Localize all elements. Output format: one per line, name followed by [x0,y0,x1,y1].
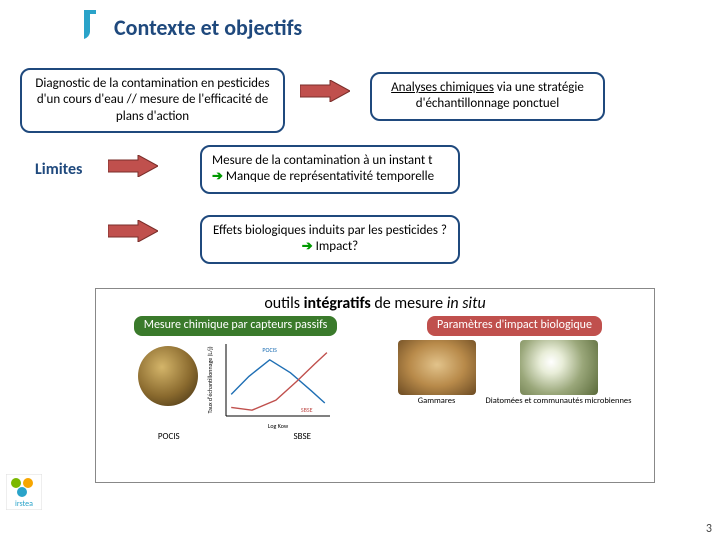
diatomees-caption: Diatomées et communautés microbiennes [486,397,632,406]
bp-title-ital: in situ [447,294,486,313]
sample-photo-icon [138,346,198,406]
right-col-header: Paramètres d'impact biologique [427,316,602,336]
bp-title-bold: intégratifs [304,294,371,313]
box-effets-pre: Effets biologiques induits par les pesti… [213,223,447,238]
bottom-panel: outils intégratifs de mesure in situ Mes… [95,288,655,483]
bottom-col-right: Paramètres d'impact biologique Gammares … [375,316,654,474]
arrow-glyph-icon: ➔ [212,169,223,184]
gammares-caption: Gammares [418,397,456,406]
box-analyses-underlined: Analyses chimiques [391,80,494,95]
box-effets: Effets biologiques induits par les pesti… [200,215,460,264]
sampling-rate-chart: POCIS SBSE Taux d'échantillonnage (L/j) Log… [204,340,334,430]
limites-label: Limites [35,160,82,179]
svg-text:irstea: irstea [15,499,33,509]
right-item-gammares: Gammares [398,340,476,406]
sublabel-sbse: SBSE [236,431,370,442]
block-arrow-icon [108,220,158,242]
bp-title-part2: de mesure [371,294,447,313]
box-effets-post: Impact? [313,239,359,254]
bottom-col-left: Mesure chimique par capteurs passifs POC… [96,316,375,474]
left-col-header: Mesure chimique par capteurs passifs [134,316,338,336]
svg-text:SBSE: SBSE [300,406,312,414]
svg-text:Log Kow: Log Kow [267,422,288,430]
block-arrow-icon [300,80,350,102]
bp-title-part1: outils [264,294,303,313]
box-diagnostic-text: Diagnostic de la contamination en pestic… [35,76,269,124]
sublabel-pocis: POCIS [102,431,236,442]
svg-text:Taux d'échantillonnage (L/j): Taux d'échantillonnage (L/j) [206,346,214,413]
gammares-photo-icon [398,340,476,395]
brand-mark-icon [78,8,108,44]
irstea-logo-icon: irstea [6,474,42,510]
svg-text:POCIS: POCIS [262,346,277,354]
page-number: 3 [706,522,712,536]
box-diagnostic: Diagnostic de la contamination en pestic… [20,68,285,133]
box-mesure: Mesure de la contamination à un instant … [200,145,460,194]
diatomees-photo-icon [520,340,598,395]
block-arrow-icon [108,155,158,177]
box-mesure-line2: Manque de représentativité temporelle [223,169,434,184]
box-mesure-line1: Mesure de la contamination à un instant … [212,153,433,168]
page-title: Contexte et objectifs [114,14,302,41]
bottom-panel-title: outils intégratifs de mesure in situ [96,289,654,316]
arrow-glyph-icon: ➔ [302,239,313,254]
box-analyses: Analyses chimiques via une stratégie d'é… [370,72,605,121]
right-item-diatomees: Diatomées et communautés microbiennes [486,340,632,406]
